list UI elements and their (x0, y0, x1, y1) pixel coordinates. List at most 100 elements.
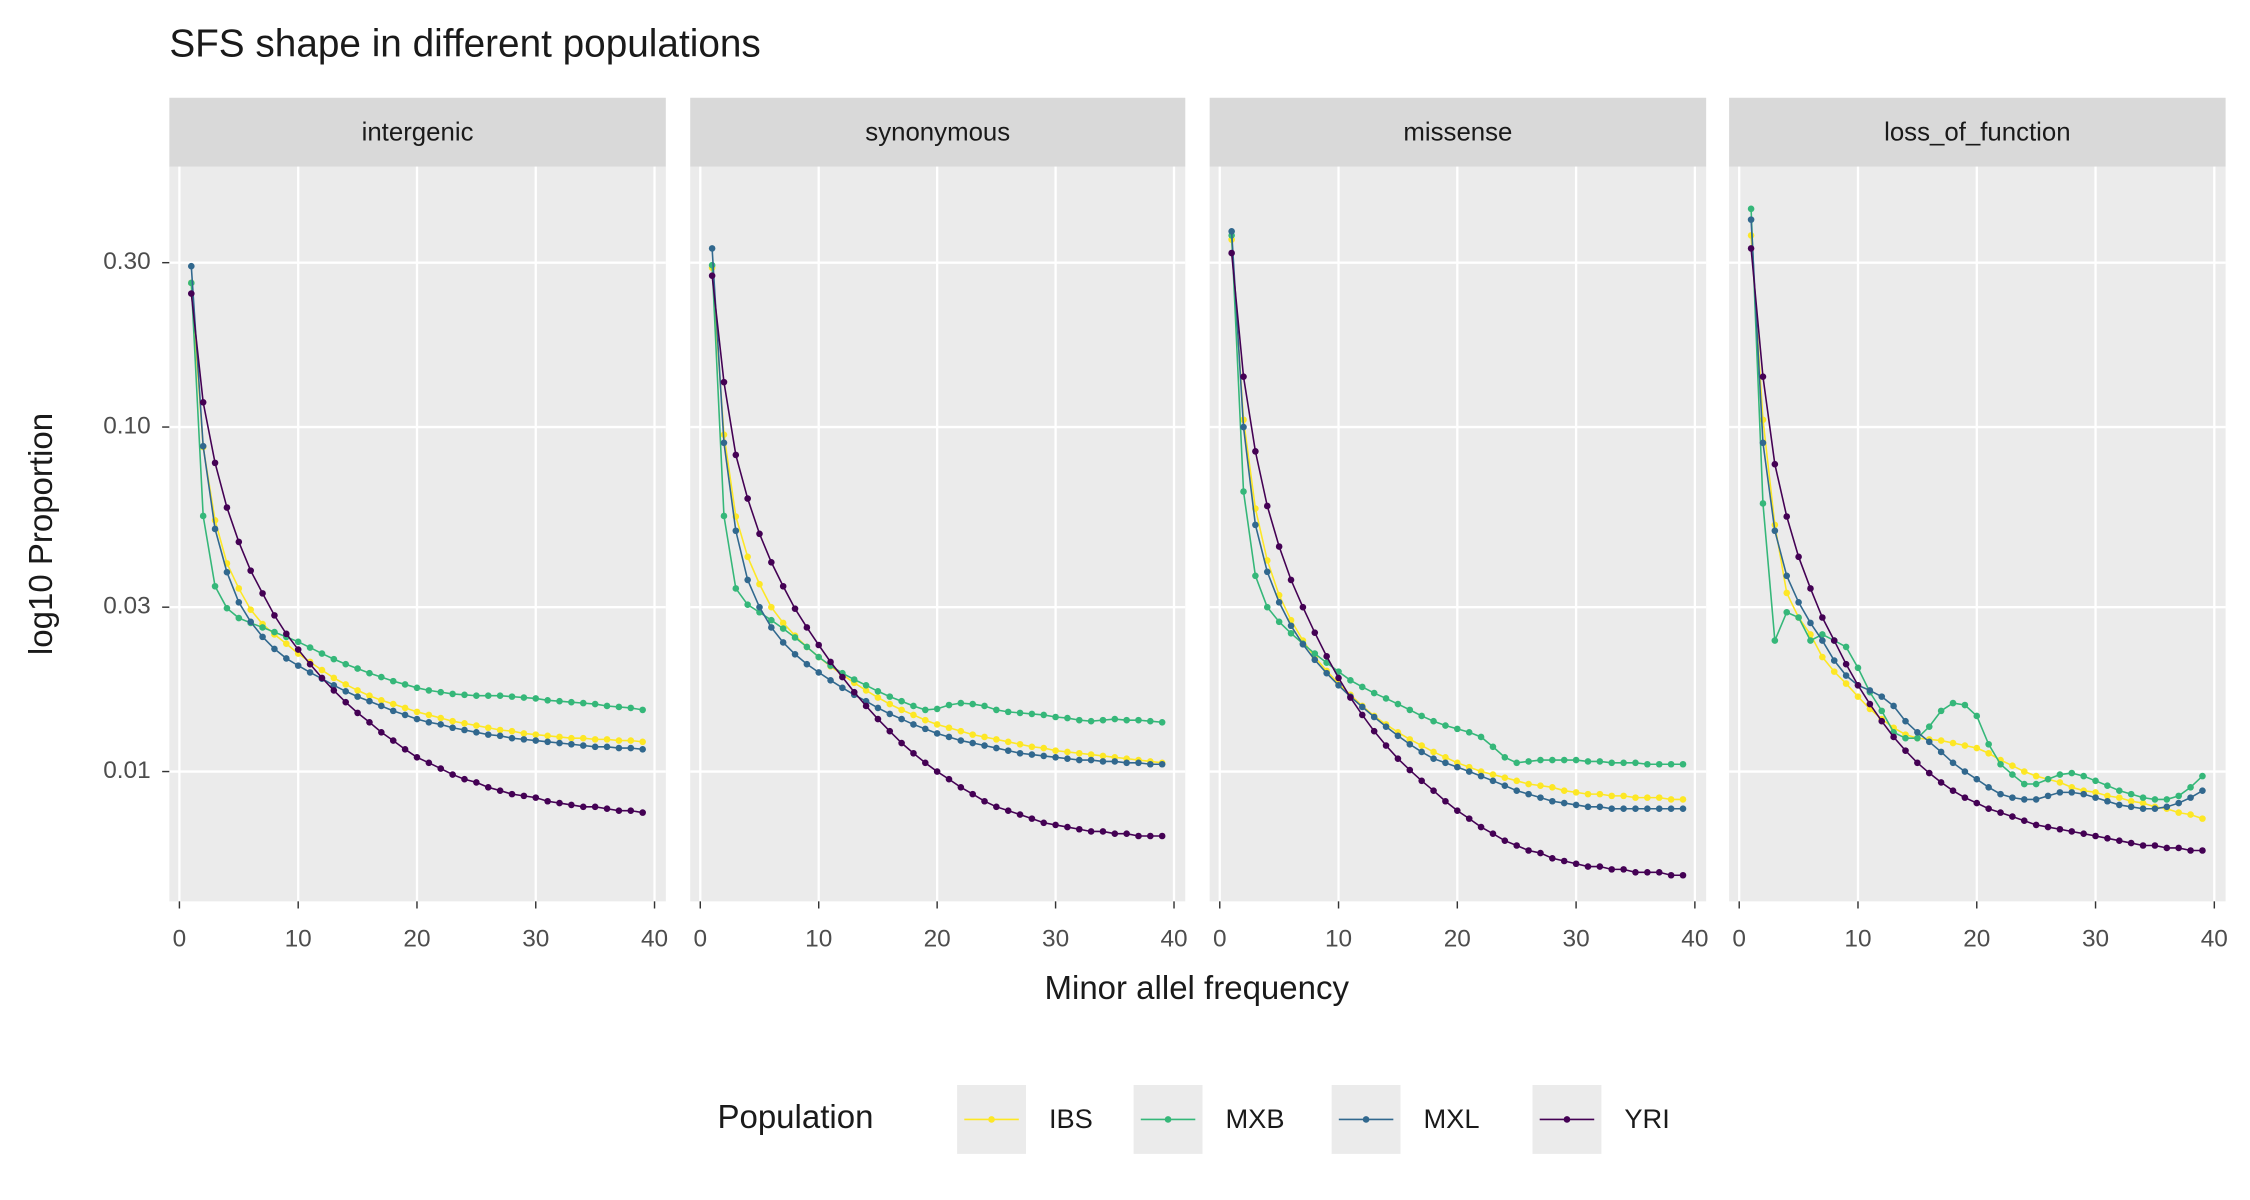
data-point (2139, 842, 2147, 849)
data-point (886, 693, 894, 700)
data-point (732, 451, 740, 459)
data-point (259, 590, 266, 597)
data-point (2199, 815, 2206, 822)
data-point (1430, 755, 1437, 762)
data-point (1252, 572, 1259, 580)
data-point (1275, 598, 1283, 606)
data-point (1747, 245, 1755, 252)
data-point (1525, 758, 1532, 765)
data-point (615, 737, 623, 744)
data-point (1335, 674, 1342, 682)
data-point (1620, 805, 1627, 813)
data-point (815, 669, 823, 676)
data-point (235, 538, 243, 546)
data-point (1985, 805, 1992, 813)
legend-point (1563, 1116, 1571, 1123)
data-point (1914, 759, 1921, 767)
data-point (1632, 805, 1639, 813)
data-point (1263, 502, 1271, 510)
x-tick-label: 10 (1325, 926, 1352, 953)
data-point (1667, 871, 1675, 879)
data-point (1997, 809, 2004, 816)
data-point (1679, 796, 1687, 803)
data-point (744, 553, 751, 561)
data-point (803, 624, 811, 631)
data-point (378, 696, 385, 704)
data-point (1807, 637, 1814, 644)
data-point (568, 698, 575, 706)
data-point (532, 695, 540, 702)
data-point (1135, 759, 1142, 767)
data-point (615, 807, 623, 814)
data-point (1560, 857, 1568, 865)
data-point (425, 718, 433, 726)
data-point (957, 737, 965, 744)
data-point (1004, 807, 1012, 814)
data-point (484, 692, 492, 700)
data-point (1087, 751, 1095, 758)
data-point (449, 717, 456, 725)
data-point (1525, 847, 1532, 854)
data-point (532, 794, 540, 801)
legend-point (1362, 1116, 1370, 1123)
data-point (1513, 842, 1521, 849)
data-point (1442, 759, 1449, 767)
data-point (1040, 711, 1048, 719)
data-point (910, 749, 917, 757)
data-point (461, 691, 468, 699)
data-point (603, 805, 611, 813)
data-point (1123, 716, 1130, 724)
data-point (1679, 760, 1687, 768)
data-point (945, 733, 953, 741)
data-point (508, 693, 516, 700)
data-point (1028, 751, 1036, 758)
data-point (1854, 664, 1862, 672)
data-point (1902, 717, 1909, 725)
data-point (1394, 755, 1402, 762)
data-point (2175, 844, 2182, 852)
data-point (1842, 672, 1850, 679)
data-point (957, 727, 965, 735)
data-point (969, 700, 976, 708)
data-point (720, 512, 728, 520)
data-point (744, 495, 751, 502)
x-tick-label: 30 (1563, 926, 1590, 953)
data-point (910, 721, 917, 728)
data-point (862, 702, 870, 710)
data-point (2044, 823, 2052, 831)
x-tick-label: 40 (2201, 926, 2228, 953)
data-point (1465, 728, 1473, 736)
data-point (910, 711, 917, 719)
data-point (1997, 760, 2004, 768)
data-point (342, 698, 350, 706)
data-point (1759, 439, 1767, 447)
data-point (271, 612, 278, 619)
data-point (579, 699, 587, 707)
data-point (1854, 693, 1862, 700)
data-point (223, 568, 231, 576)
data-point (330, 687, 338, 694)
data-point (1997, 790, 2004, 798)
data-point (1771, 460, 1779, 468)
data-point (366, 697, 373, 705)
data-point (437, 721, 445, 728)
data-point (815, 641, 823, 649)
data-point (1572, 756, 1580, 764)
legend-point (1164, 1116, 1172, 1123)
data-point (544, 732, 551, 740)
data-point (1667, 805, 1675, 813)
data-point (1004, 708, 1012, 716)
data-point (1477, 823, 1485, 831)
data-point (1311, 656, 1319, 664)
data-point (981, 702, 988, 710)
data-point (1323, 669, 1330, 677)
data-point (1335, 681, 1342, 689)
data-point (2175, 809, 2182, 816)
data-point (1644, 805, 1651, 813)
data-point (1263, 603, 1271, 611)
data-point (271, 645, 278, 653)
data-point (1111, 758, 1119, 765)
data-point (544, 738, 551, 746)
